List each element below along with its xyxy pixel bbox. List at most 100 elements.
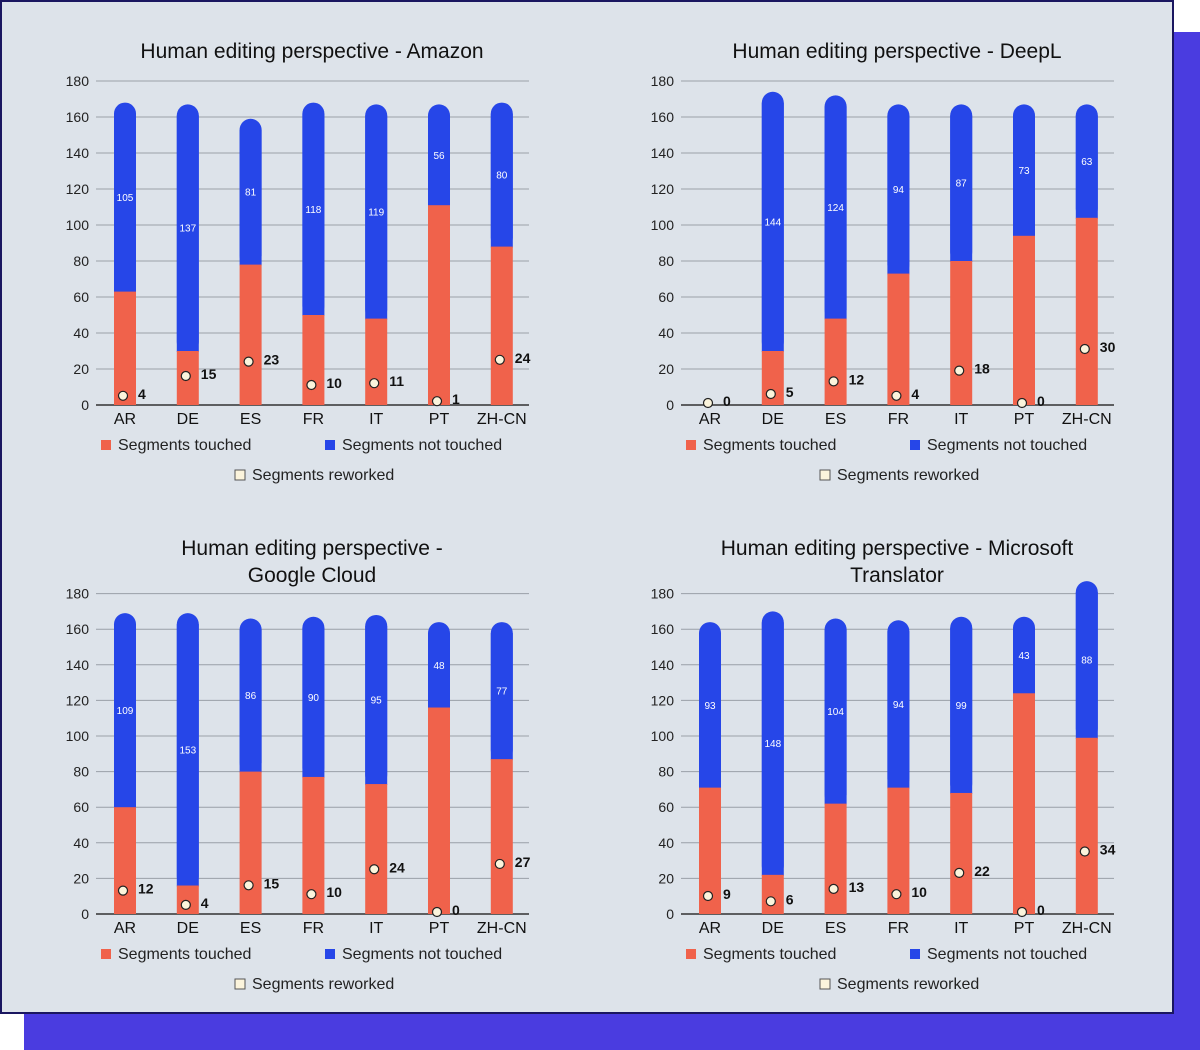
x-tick-label: ES [825, 411, 846, 428]
y-tick-label: 140 [651, 657, 675, 673]
bar-label-not-touched: 81 [245, 188, 257, 199]
bar-label-not-touched: 137 [179, 224, 196, 235]
reworked-point-zh-cn [1079, 343, 1090, 355]
bar-touched-it [365, 784, 388, 914]
y-tick-label: 180 [651, 586, 675, 602]
bar-not-touched-body-zh-cn [490, 633, 513, 761]
legend-swatch-not-touched [325, 440, 335, 450]
reworked-point-ar [117, 885, 129, 896]
legend-swatch-reworked [819, 469, 831, 481]
chart-microsoft-translator: Human editing perspective - Microsoft Tra… [651, 537, 1116, 993]
reworked-label: 22 [974, 863, 990, 879]
reworked-label: 4 [911, 386, 919, 402]
bar-not-touched-body-fr [302, 627, 325, 778]
reworked-point-pt [1016, 906, 1028, 918]
reworked-point-es [828, 376, 839, 387]
y-tick-label: 0 [81, 397, 89, 413]
bar-touched-fr [302, 776, 325, 914]
reworked-point-it [369, 864, 380, 875]
reworked-label: 4 [138, 386, 146, 402]
bar-label-not-touched: 87 [956, 179, 968, 190]
bar-not-touched-body-it [365, 625, 388, 786]
y-tick-label: 160 [651, 621, 675, 637]
reworked-label: 4 [201, 895, 209, 911]
bar-not-touched-body-de [176, 115, 199, 353]
bar-label-not-touched: 48 [433, 661, 445, 672]
bar-touched-es [824, 318, 847, 405]
legend-swatch-touched [686, 949, 696, 959]
y-tick-label: 160 [66, 109, 90, 125]
y-tick-label: 60 [658, 799, 674, 815]
reworked-point-pt [1016, 397, 1028, 409]
bar-label-not-touched: 80 [496, 171, 508, 182]
x-tick-label: IT [954, 411, 968, 428]
reworked-point-ar [702, 890, 714, 902]
bar-label-not-touched: 118 [305, 205, 321, 216]
x-tick-label: FR [888, 411, 909, 428]
reworked-point-fr [306, 889, 317, 900]
bar-touched-pt [428, 707, 450, 914]
reworked-point-ar [702, 397, 714, 409]
bar-not-touched-body-zh-cn [1075, 592, 1098, 739]
y-tick-label: 180 [66, 73, 90, 89]
legend-label-reworked: Segments reworked [252, 467, 394, 484]
bar-not-touched-body-es [824, 106, 847, 320]
charts-card: Human editing perspective - Amazon 0 20 40 6… [0, 0, 1174, 1014]
y-tick-label: 140 [651, 145, 675, 161]
reworked-label: 30 [1100, 339, 1116, 355]
bar-touched-ar [114, 807, 136, 914]
x-tick-label: ZH-CN [1062, 920, 1112, 937]
bar-label-not-touched: 90 [308, 693, 320, 704]
y-tick-label: 120 [651, 181, 675, 197]
chart-google-cloud: Human editing perspective - Google Cloud 0… [66, 537, 531, 993]
legend-swatch-touched [686, 440, 696, 450]
bar-touched-it [365, 318, 388, 405]
reworked-point-de [765, 896, 776, 907]
bar-touched-zh-cn [490, 246, 513, 405]
bar-not-touched-body-es [239, 129, 262, 266]
y-tick-label: 20 [658, 870, 674, 886]
x-tick-label: ZH-CN [1062, 411, 1112, 428]
reworked-point-zh-cn [494, 858, 505, 870]
bar-not-touched-body-it [950, 627, 973, 794]
reworked-label: 0 [452, 902, 460, 918]
y-tick-label: 120 [651, 692, 675, 708]
bar-not-touched-body-de [761, 622, 784, 876]
bar-not-touched-body-ar [114, 113, 136, 293]
y-tick-label: 80 [73, 764, 89, 780]
chart-deepl: Human editing perspective - DeepL0204060… [651, 40, 1116, 484]
reworked-label: 27 [515, 854, 531, 870]
y-tick-label: 140 [66, 657, 90, 673]
reworked-label: 15 [264, 875, 280, 891]
bar-not-touched-body-de [761, 102, 784, 352]
x-tick-label: ES [240, 920, 261, 937]
reworked-label: 9 [723, 886, 731, 902]
y-tick-label: 80 [73, 253, 89, 269]
x-tick-label: IT [369, 920, 383, 937]
legend-swatch-not-touched [325, 949, 335, 959]
reworked-label: 0 [723, 393, 731, 409]
reworked-label: 34 [1100, 841, 1116, 857]
bar-label-not-touched: 95 [371, 696, 383, 707]
reworked-label: 13 [849, 879, 865, 895]
y-tick-label: 100 [66, 728, 90, 744]
bar-label-not-touched: 104 [827, 707, 844, 718]
reworked-point-es [828, 883, 839, 894]
reworked-point-zh-cn [494, 354, 505, 365]
reworked-label: 0 [1037, 393, 1045, 409]
y-tick-label: 20 [73, 870, 89, 886]
bar-label-not-touched: 105 [117, 193, 134, 204]
reworked-label: 23 [264, 352, 280, 368]
reworked-point-pt [431, 396, 443, 407]
bar-touched-ar [114, 291, 136, 405]
bar-not-touched-body-ar [114, 624, 136, 809]
bar-touched-fr [887, 273, 910, 405]
y-tick-label: 20 [73, 361, 89, 377]
legend-label-touched: Segments touched [118, 437, 251, 454]
chart-title: Human editing perspective - Microsoft [721, 537, 1074, 560]
y-tick-label: 40 [658, 835, 674, 851]
bar-label-not-touched: 124 [827, 203, 844, 214]
bar-touched-zh-cn [1075, 217, 1098, 405]
bar-not-touched-body-ar [699, 633, 721, 789]
legend-swatch-touched [101, 440, 111, 450]
